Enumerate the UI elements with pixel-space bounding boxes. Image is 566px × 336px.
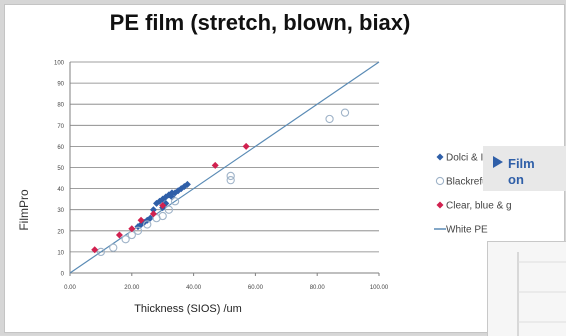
data-point xyxy=(168,193,176,201)
data-point xyxy=(143,220,152,229)
callout-title: Film xyxy=(508,156,535,171)
data-point xyxy=(159,201,167,209)
arrow-icon xyxy=(493,156,503,168)
trend-line xyxy=(69,61,380,274)
legend-marker xyxy=(436,201,444,209)
x-tick-label: 20.00 xyxy=(124,285,140,291)
y-axis-label: FilmPro xyxy=(17,189,31,231)
legend-label: Dolci & Interpla xyxy=(446,153,514,164)
data-point xyxy=(109,243,118,252)
legend-marker xyxy=(435,176,445,186)
y-tick-label: 60 xyxy=(57,145,64,151)
data-point xyxy=(325,114,334,124)
y-tick-label: 100 xyxy=(54,61,65,67)
data-point xyxy=(91,246,99,254)
y-tick-label: 20 xyxy=(57,229,64,235)
chart-title: PE film (stretch, blown, biax) xyxy=(109,10,411,35)
secondary-chart-panel xyxy=(487,241,566,336)
y-tick-label: 90 xyxy=(57,82,64,88)
y-tick-label: 50 xyxy=(57,166,64,172)
y-tick-label: 0 xyxy=(61,272,65,278)
data-point xyxy=(96,247,106,257)
data-point xyxy=(226,176,235,185)
data-point xyxy=(340,108,350,117)
legend-marker xyxy=(436,153,444,161)
data-point xyxy=(128,225,136,233)
data-points xyxy=(91,108,350,257)
legend: Dolci & Interpla Blackrefuse sa Clear, blu… xyxy=(434,153,514,236)
data-point xyxy=(211,161,219,169)
chart-card xyxy=(4,4,565,333)
x-tick-label: 0.00 xyxy=(64,285,76,291)
x-axis-label: Thickness (SIOS) /um xyxy=(134,303,242,315)
data-point xyxy=(146,214,154,222)
data-point xyxy=(149,206,157,214)
x-tick-label: 40.00 xyxy=(186,285,202,291)
data-point xyxy=(149,210,157,218)
callout-subtitle: on xyxy=(508,172,524,187)
data-point xyxy=(133,226,143,235)
data-point xyxy=(121,235,130,244)
x-tick-label: 80.00 xyxy=(310,285,326,291)
x-tick-label: 100.00 xyxy=(370,285,389,291)
trend-line-segment xyxy=(69,61,380,274)
data-point xyxy=(226,171,235,181)
data-point xyxy=(158,211,167,221)
x-tick-label: 60.00 xyxy=(248,285,264,291)
y-tick-labels: 0 10 20 30 40 50 60 70 80 90 100 xyxy=(54,61,65,278)
data-point xyxy=(242,142,250,150)
legend-label: Blackrefuse sa xyxy=(446,177,512,188)
legend-label: Clear, blue & g xyxy=(446,201,512,212)
legend-label: White PE xyxy=(446,225,488,236)
axes xyxy=(69,62,380,276)
data-point xyxy=(164,205,174,214)
callout-box: Film on xyxy=(483,146,566,191)
y-tick-label: 30 xyxy=(57,208,64,214)
y-tick-label: 70 xyxy=(57,124,64,130)
data-point xyxy=(137,216,145,224)
data-point xyxy=(183,180,191,188)
y-tick-label: 40 xyxy=(57,187,64,193)
data-point xyxy=(170,197,180,206)
data-point xyxy=(115,231,123,239)
x-tick-labels: 0.00 20.00 40.00 60.00 80.00 100.00 xyxy=(64,285,389,291)
y-tick-label: 10 xyxy=(57,250,64,256)
y-tick-label: 80 xyxy=(57,103,64,109)
